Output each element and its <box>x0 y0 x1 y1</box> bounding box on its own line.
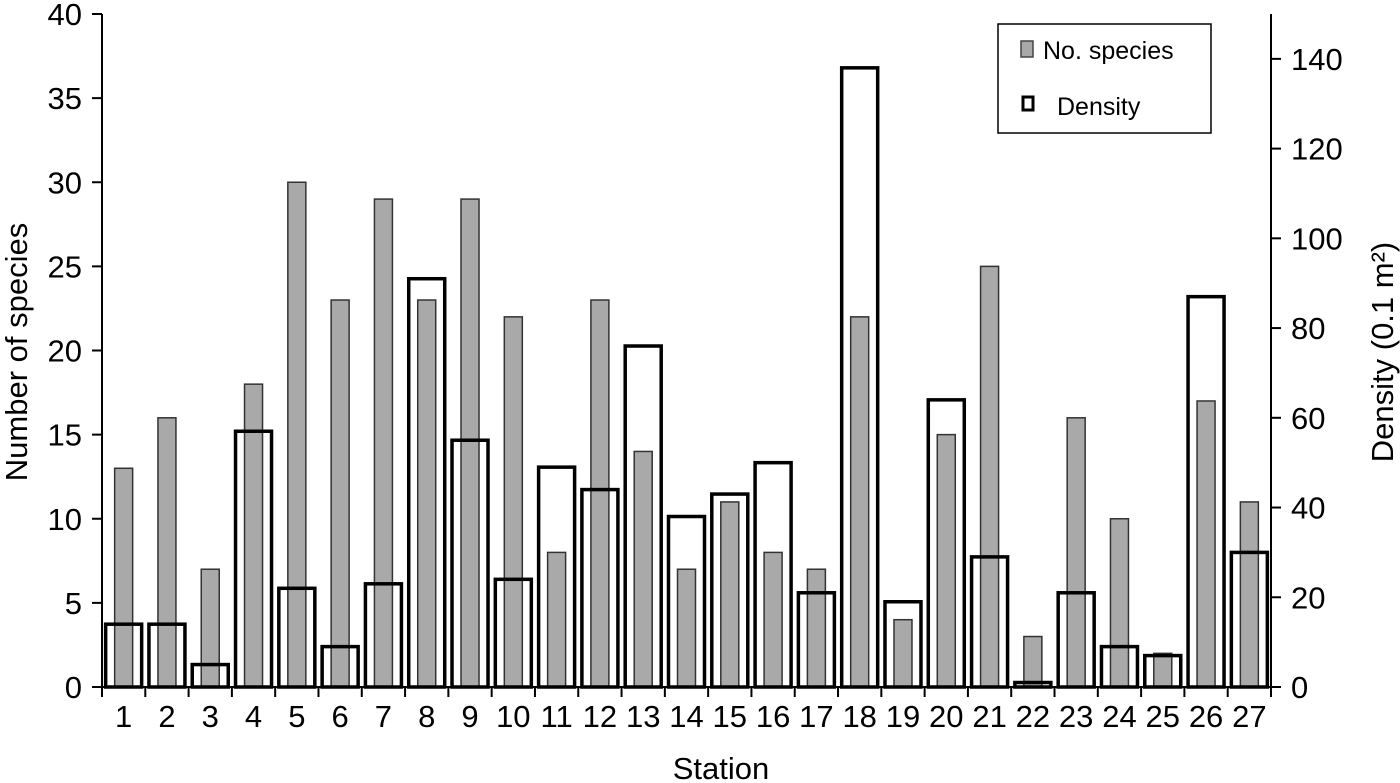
species-bar <box>763 551 783 688</box>
species-bar <box>936 433 957 688</box>
x-tick-label: 19 <box>886 699 920 734</box>
left-tick-label: 15 <box>48 418 82 453</box>
x-tick-label: 8 <box>418 699 435 734</box>
species-bar <box>720 501 740 688</box>
species-bar <box>113 467 134 688</box>
left-tick-label: 25 <box>48 249 82 284</box>
x-tick-label: 20 <box>929 699 963 734</box>
species-bar <box>503 316 524 688</box>
left-tick-label: 30 <box>48 165 82 200</box>
left-tick-label: 20 <box>48 334 82 369</box>
x-tick-label: 15 <box>713 699 747 734</box>
legend-density-swatch <box>1021 95 1035 112</box>
x-tick-label: 13 <box>626 699 660 734</box>
left-y-axis: 0 5 10 15 20 25 30 35 40 <box>48 0 103 705</box>
x-tick-label: 21 <box>972 699 1006 734</box>
right-tick-label: 20 <box>1291 580 1325 615</box>
right-y-axis: 0 20 40 60 80 100 120 140 <box>1270 14 1343 705</box>
x-tick-label: 24 <box>1102 699 1136 734</box>
x-tick-label: 9 <box>461 699 478 734</box>
legend: No. species Density <box>997 23 1212 134</box>
x-axis: 1 2 3 4 5 6 7 8 9 10 11 12 13 14 15 16 17 18 19 20 21 22 23 24 2… <box>101 686 1272 734</box>
species-bars <box>113 181 1260 688</box>
species-bar <box>1239 501 1260 688</box>
species-bar <box>546 551 567 688</box>
left-tick-label: 0 <box>65 670 82 705</box>
x-tick-label: 3 <box>202 699 219 734</box>
species-bar <box>373 198 394 688</box>
species-bar <box>1109 518 1130 688</box>
species-bar <box>849 316 870 688</box>
right-tick-label: 60 <box>1291 401 1325 436</box>
left-tick-label: 35 <box>48 81 82 116</box>
x-tick-label: 23 <box>1059 699 1093 734</box>
species-bar <box>157 417 177 688</box>
legend-species-label: No. species <box>1043 37 1174 65</box>
x-tick-label: 27 <box>1232 699 1266 734</box>
left-axis-title: Number of species <box>0 223 34 481</box>
x-tick-label: 1 <box>115 699 132 734</box>
right-tick-label: 120 <box>1291 132 1343 167</box>
right-tick-label: 0 <box>1291 670 1308 705</box>
species-bar <box>1023 635 1043 688</box>
x-tick-label: 25 <box>1146 699 1180 734</box>
x-tick-label: 12 <box>583 699 617 734</box>
right-axis-title: Density (0.1 m²) <box>1365 242 1400 462</box>
x-tick-label: 22 <box>1016 699 1050 734</box>
species-bar <box>460 198 480 688</box>
x-tick-label: 7 <box>375 699 392 734</box>
legend-density-label: Density <box>1057 93 1141 121</box>
right-tick-label: 100 <box>1291 221 1343 256</box>
left-tick-label: 5 <box>65 586 82 621</box>
species-bar <box>979 265 1000 688</box>
species-bar <box>1196 400 1216 688</box>
x-tick-label: 14 <box>669 699 703 734</box>
x-tick-label: 26 <box>1189 699 1223 734</box>
x-tick-label: 16 <box>756 699 790 734</box>
species-bar <box>590 299 610 688</box>
x-tick-label: 18 <box>842 699 876 734</box>
x-tick-label: 10 <box>496 699 530 734</box>
x-tick-label: 4 <box>245 699 262 734</box>
right-tick-label: 140 <box>1291 42 1343 77</box>
x-tick-label: 17 <box>799 699 833 734</box>
species-bar <box>416 299 437 688</box>
species-bar <box>633 450 653 688</box>
species-bar <box>1153 652 1173 688</box>
species-bar <box>330 299 350 688</box>
right-tick-label: 40 <box>1291 491 1325 526</box>
species-bar <box>676 568 697 688</box>
x-tick-label: 2 <box>158 699 175 734</box>
species-bar <box>1066 417 1086 688</box>
left-tick-label: 40 <box>48 0 82 32</box>
species-bar <box>893 618 913 688</box>
x-tick-label: 11 <box>541 699 573 734</box>
species-bar <box>287 181 307 688</box>
right-tick-label: 80 <box>1291 311 1325 346</box>
species-bar <box>806 568 827 688</box>
left-tick-label: 10 <box>48 502 82 537</box>
legend-species-swatch <box>1020 40 1034 58</box>
x-tick-label: 5 <box>288 699 305 734</box>
species-bar <box>200 568 220 688</box>
x-tick-label: 6 <box>332 699 349 734</box>
x-axis-title: Station <box>673 751 770 783</box>
